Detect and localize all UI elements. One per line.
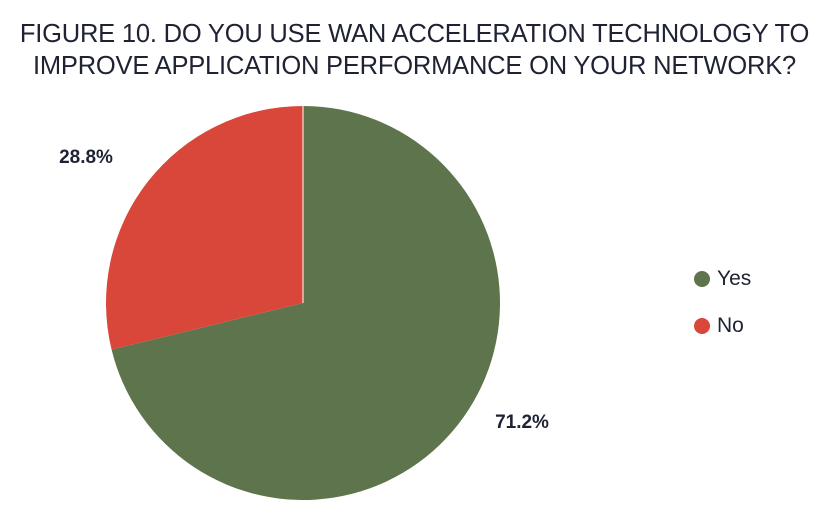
- legend-item-yes: Yes: [694, 267, 751, 291]
- pie-slices: [105, 106, 500, 500]
- legend-swatch-no: [694, 318, 710, 334]
- chart-title: FIGURE 10. DO YOU USE WAN ACCELERATION T…: [0, 18, 829, 82]
- pie-slice-no: [105, 106, 303, 350]
- legend-item-no: No: [694, 314, 751, 338]
- pie-slice-yes: [111, 106, 500, 500]
- data-label-yes: 71.2%: [495, 412, 549, 433]
- chart-title-line-2: IMPROVE APPLICATION PERFORMANCE ON YOUR …: [32, 52, 797, 80]
- data-label-no: 28.8%: [59, 147, 113, 168]
- legend-label-no: No: [717, 314, 744, 337]
- pie-data-labels: 71.2% 28.8%: [59, 147, 549, 433]
- legend-swatch-yes: [694, 271, 710, 287]
- legend-label-yes: Yes: [717, 267, 752, 290]
- legend: Yes No: [694, 267, 751, 361]
- chart-title-line-1: FIGURE 10. DO YOU USE WAN ACCELERATION T…: [19, 20, 810, 48]
